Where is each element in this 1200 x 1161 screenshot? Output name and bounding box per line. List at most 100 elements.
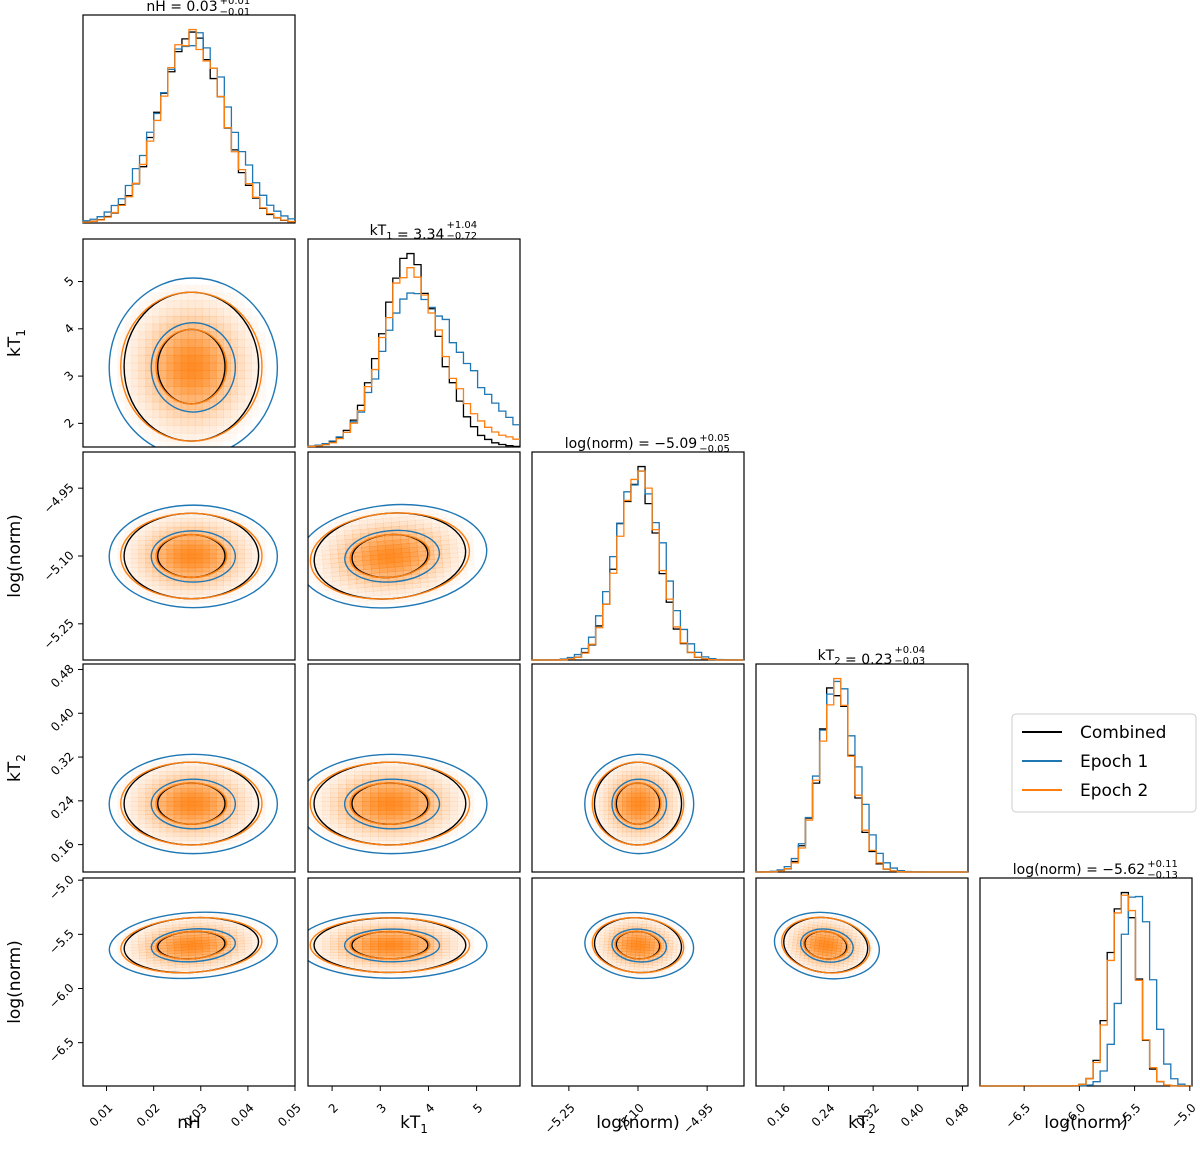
density-cell (131, 362, 139, 372)
title-plus: +0.11 (1147, 859, 1178, 870)
density-cell (644, 818, 650, 824)
panel-3-2 (307, 451, 521, 661)
density-cell (612, 762, 618, 768)
density-cell (231, 966, 240, 971)
density-cell (441, 788, 451, 794)
density-cell (603, 818, 609, 824)
density-cell (449, 831, 458, 837)
density-cell (449, 955, 458, 959)
density-cell (373, 599, 383, 606)
density-cell (251, 823, 259, 828)
density-cell (385, 946, 395, 950)
diag-panel-2 (307, 238, 521, 448)
density-cell (681, 784, 687, 789)
legend-label: Epoch 1 (1080, 752, 1148, 772)
density-cell (216, 814, 224, 820)
density-cell (663, 827, 669, 833)
density-cell (201, 331, 210, 340)
density-cell (361, 546, 371, 553)
density-cell (201, 771, 210, 776)
density-cell (362, 766, 371, 772)
density-cell (441, 831, 451, 837)
density-cell (173, 544, 182, 550)
x-axis-label-3: log(norm) (596, 1113, 680, 1133)
density-cell (606, 958, 613, 963)
panel-5-1 (82, 877, 296, 1087)
density-cell (216, 354, 224, 364)
density-cell (362, 814, 371, 820)
density-cell (209, 959, 218, 964)
density-cell (152, 347, 161, 356)
density-cell (131, 401, 139, 411)
density-cell (138, 300, 147, 309)
panel-4-3 (531, 663, 745, 873)
density-cell (230, 531, 238, 537)
density-cell (346, 960, 355, 965)
density-cell (230, 300, 238, 309)
density-cell (640, 932, 647, 937)
density-cell (828, 967, 835, 972)
density-cell (840, 945, 847, 950)
density-cell (201, 300, 210, 309)
density-cell (377, 844, 387, 850)
density-cell (322, 805, 331, 811)
density-cell (370, 801, 379, 807)
density-cell (230, 571, 238, 577)
contour-epoch-1 (108, 277, 279, 447)
density-cell (370, 952, 379, 956)
density-cell (223, 788, 231, 794)
density-cell (194, 775, 203, 781)
title-minus: −0.05 (699, 444, 730, 455)
density-cell (608, 784, 614, 789)
density-cell (622, 810, 628, 815)
density-cell (348, 579, 357, 585)
density-cell (438, 513, 448, 519)
density-cell (401, 556, 411, 563)
density-cell (236, 934, 245, 939)
density-cell (653, 818, 660, 824)
density-cell (451, 579, 461, 585)
density-cell (223, 417, 231, 426)
density-cell (362, 844, 371, 850)
density-cell (385, 827, 395, 833)
density-cell (850, 970, 857, 975)
density-cell (798, 960, 805, 965)
density-cell (364, 586, 374, 593)
density-cell (622, 779, 628, 785)
density-cell (194, 339, 203, 348)
density-cell (145, 347, 154, 356)
density-cell (663, 836, 669, 841)
density-cell (393, 836, 403, 841)
density-cell (423, 527, 433, 534)
density-cell (152, 300, 161, 309)
hist-combined (980, 891, 1192, 1087)
density-cell (831, 950, 837, 955)
density-cell (362, 940, 371, 945)
contour-epoch-1 (308, 753, 488, 855)
density-cell (244, 347, 252, 356)
density-cell (330, 920, 339, 925)
density-cell (145, 517, 154, 523)
density-cell (640, 801, 646, 807)
density-cell (124, 818, 132, 824)
density-cell (777, 948, 784, 953)
density-cell (314, 946, 323, 950)
density-cell (230, 553, 238, 559)
density-cell (159, 432, 168, 442)
density-cell (138, 585, 147, 591)
density-cell (597, 960, 603, 965)
density-cell (131, 562, 139, 568)
density-cell (646, 921, 652, 926)
density-cell (370, 810, 379, 815)
density-cell (145, 401, 154, 411)
contour-epoch-1 (308, 503, 488, 609)
density-cell (180, 758, 189, 763)
density-cell (194, 513, 203, 519)
density-cell (667, 940, 674, 944)
density-cell (626, 792, 632, 798)
density-cell (649, 938, 655, 943)
density-cell (330, 943, 339, 948)
density-cell (325, 589, 334, 596)
density-cell (186, 917, 194, 922)
density-cell (145, 779, 154, 785)
